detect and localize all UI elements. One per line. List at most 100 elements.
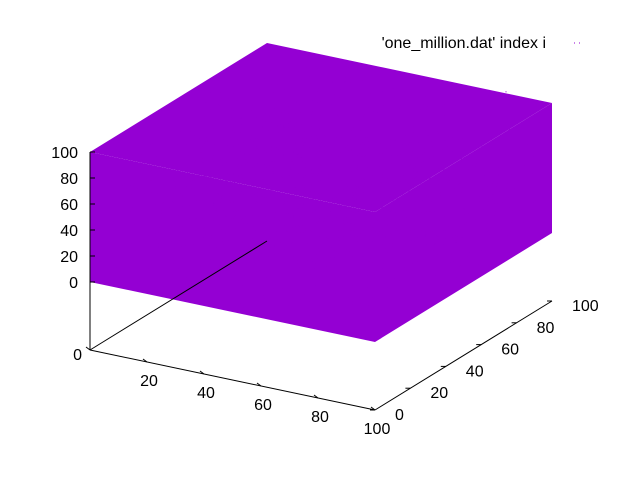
data-point [220,165,222,167]
data-point [316,258,318,259]
data-point [289,239,291,241]
data-point [276,199,278,201]
data-point [463,151,465,153]
data-point [272,167,274,169]
data-point [160,226,162,228]
data-point [281,189,283,191]
data-point [156,239,157,241]
data-point [320,115,322,116]
data-point [200,148,202,150]
data-point [478,263,479,265]
data-point [410,264,412,266]
data-point [423,212,425,214]
data-point [413,170,415,172]
data-point [403,264,405,266]
data-point [368,132,370,134]
data-point [401,215,403,217]
data-point [299,250,301,252]
data-point [494,203,496,204]
data-point [261,210,263,212]
data-point [308,138,310,140]
data-point [477,147,479,149]
data-point [281,232,283,234]
data-point [439,179,441,180]
data-point [285,288,287,290]
data-point [203,118,205,120]
data-point [318,88,320,90]
data-point [315,265,317,266]
data-point [499,186,501,188]
data-point [440,240,442,242]
data-point [319,160,321,162]
data-point [241,284,243,286]
data-point [399,233,400,235]
data-point [174,247,176,249]
data-point [217,217,219,219]
data-point [407,186,409,188]
data-point [405,228,406,229]
data-point [316,218,318,220]
data-point [255,263,256,265]
data-point [513,187,515,189]
data-point [322,258,324,260]
data-point [291,196,293,198]
data-point [333,206,335,208]
data-point [225,233,227,234]
data-point [338,231,340,233]
data-point [360,223,362,225]
data-point [305,166,307,168]
data-point [389,211,391,213]
data-point [546,230,548,232]
data-point [260,195,262,197]
data-point [368,270,370,272]
data-point [234,213,236,215]
data-point [362,176,364,178]
data-point [291,177,293,178]
data-point [247,146,249,148]
data-point [401,169,403,171]
data-point [337,172,339,174]
data-point [339,97,341,98]
data-point [160,199,162,201]
data-point [283,203,285,205]
data-point [255,270,257,272]
data-point [375,171,376,172]
data-point [298,70,299,72]
data-point [291,260,293,262]
data-point [497,174,499,176]
data-point [273,107,275,109]
data-point [381,176,383,178]
data-point [460,257,462,259]
data-point [332,80,334,82]
data-point [298,213,300,215]
data-point [264,217,266,219]
data-point [488,216,490,218]
data-point [372,200,374,202]
data-point [396,235,398,237]
data-point [539,160,540,162]
data-point [336,199,338,201]
data-point [263,263,264,264]
data-point [270,69,272,71]
data-point [249,161,251,163]
data-point [246,138,248,140]
data-point [307,254,309,256]
data-point [293,151,295,153]
data-point [250,240,252,241]
data-point [203,177,204,179]
data-point [287,224,289,226]
data-point [417,220,419,222]
data-point [507,135,509,137]
data-point [297,260,299,262]
data-point [496,183,498,184]
data-point [460,229,462,231]
data-point [289,236,290,238]
data-point [343,180,345,182]
data-point [433,147,435,149]
data-point [315,219,317,221]
data-point [424,175,426,177]
data-point [285,122,287,124]
data-point [345,205,347,207]
data-point [301,242,303,244]
data-point [309,239,311,241]
